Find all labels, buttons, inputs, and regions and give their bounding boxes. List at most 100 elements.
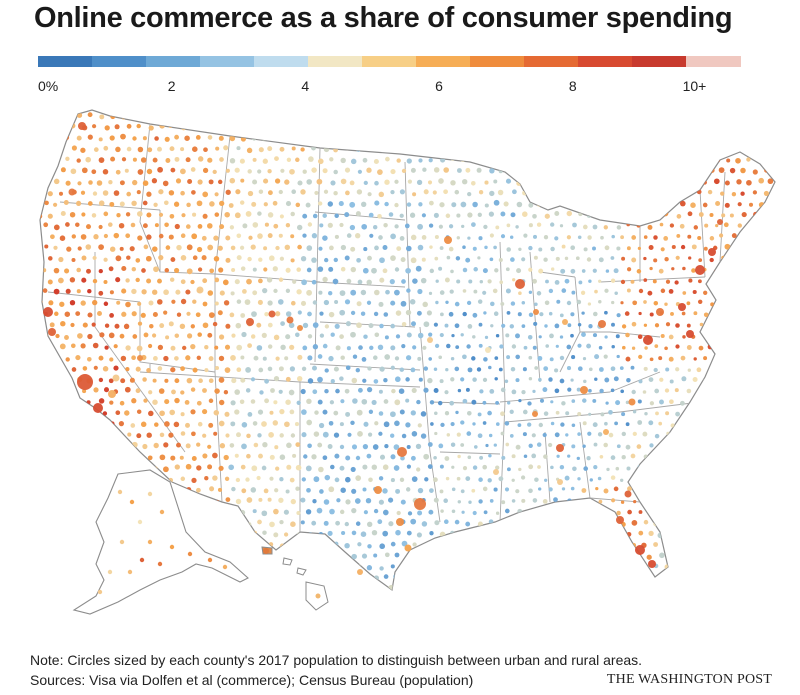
county-dot: [545, 279, 549, 284]
county-dot: [653, 258, 658, 263]
county-dot: [266, 277, 273, 283]
county-dot: [758, 312, 764, 318]
county-dot: [76, 135, 82, 141]
county-dot: [444, 411, 450, 416]
county-dot: [168, 432, 174, 438]
metro-dot: [268, 310, 276, 318]
county-dot: [537, 465, 541, 469]
county-dot: [450, 180, 456, 186]
county-dot: [649, 357, 654, 362]
county-dot: [224, 411, 230, 417]
county-dot: [91, 322, 96, 327]
county-dot: [416, 532, 422, 538]
county-dot: [401, 279, 406, 284]
county-dot: [333, 410, 339, 416]
county-dot: [653, 542, 659, 547]
county-dot: [219, 200, 225, 207]
county-dot: [388, 212, 394, 217]
county-dot: [362, 378, 367, 383]
county-dot: [131, 266, 137, 272]
county-dot: [740, 390, 746, 395]
county-dot: [643, 366, 648, 371]
county-dot: [618, 145, 625, 152]
county-dot: [264, 378, 269, 384]
county-dot: [224, 211, 230, 218]
county-dot: [655, 411, 659, 416]
county-dot: [225, 497, 231, 502]
county-dot: [355, 368, 360, 373]
county-dot: [420, 411, 427, 417]
county-dot: [59, 235, 66, 241]
county-dot: [473, 267, 478, 272]
county-dot: [191, 498, 197, 504]
county-dot: [340, 487, 346, 493]
county-dot: [522, 432, 527, 437]
county-dot: [543, 454, 548, 459]
county-dot: [505, 333, 510, 338]
alaska-dot: [159, 509, 165, 515]
county-dot: [82, 322, 88, 328]
county-dot: [109, 201, 115, 207]
county-dot: [484, 335, 489, 340]
county-dot: [288, 322, 295, 329]
county-dot: [709, 278, 715, 283]
county-dot: [544, 300, 550, 306]
county-dot: [340, 399, 345, 404]
county-dot: [181, 126, 186, 131]
county-dot: [280, 124, 286, 130]
county-dot: [418, 202, 423, 207]
county-dot: [208, 575, 213, 581]
county-dot: [103, 279, 108, 285]
county-dot: [648, 530, 654, 537]
county-dot: [126, 146, 132, 152]
county-dot: [577, 343, 582, 348]
county-dot: [152, 378, 157, 383]
county-dot: [675, 411, 681, 417]
county-dot: [286, 442, 292, 449]
county-dot: [773, 564, 775, 570]
county-dot: [241, 488, 247, 494]
county-dot: [379, 454, 386, 460]
county-dot: [317, 554, 324, 560]
county-dot: [523, 233, 528, 238]
county-dot: [682, 335, 686, 339]
county-dot: [88, 511, 93, 516]
county-dot: [477, 256, 481, 260]
county-dot: [203, 522, 208, 527]
county-dot: [774, 365, 775, 372]
county-dot: [676, 586, 681, 590]
county-dot: [439, 136, 444, 142]
county-dot: [372, 444, 379, 450]
county-dot: [665, 367, 670, 372]
county-dot: [80, 234, 87, 240]
county-dot: [493, 487, 498, 492]
county-dot: [577, 322, 582, 327]
county-dot: [484, 180, 489, 185]
county-dot: [708, 124, 713, 129]
county-dot: [351, 553, 357, 560]
metro-dot: [427, 337, 433, 343]
county-dot: [649, 266, 653, 271]
county-dot: [731, 147, 737, 153]
county-dot: [65, 113, 71, 119]
county-dot: [297, 244, 302, 250]
county-dot: [636, 487, 642, 493]
county-dot: [576, 299, 582, 305]
county-dot: [553, 544, 558, 549]
county-dot: [679, 400, 685, 406]
county-dot: [680, 135, 686, 141]
legend-color-bar: [38, 56, 741, 67]
county-dot: [52, 378, 59, 384]
county-dot: [173, 575, 179, 580]
county-dot: [410, 518, 417, 525]
county-dot: [197, 332, 202, 337]
county-dot: [527, 335, 533, 340]
county-dot: [415, 443, 422, 450]
chart-note: Note: Circles sized by each county's 201…: [30, 652, 643, 668]
county-dot: [571, 423, 576, 428]
county-dot: [345, 190, 350, 196]
county-dot: [119, 400, 125, 406]
county-dot: [461, 133, 468, 140]
metro-dot: [246, 318, 254, 326]
county-dot: [576, 541, 582, 548]
